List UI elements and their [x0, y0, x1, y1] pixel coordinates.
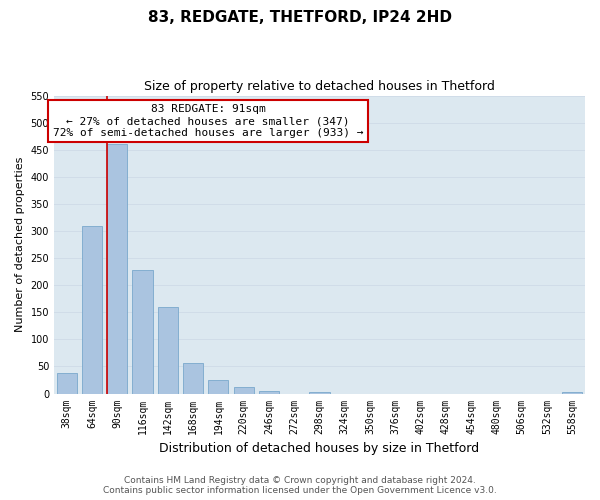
Text: 83, REDGATE, THETFORD, IP24 2HD: 83, REDGATE, THETFORD, IP24 2HD [148, 10, 452, 25]
Bar [56, 373, 77, 394]
Bar [208, 380, 229, 394]
Bar [562, 392, 583, 394]
Title: Size of property relative to detached houses in Thetford: Size of property relative to detached ho… [144, 80, 495, 93]
Bar [158, 307, 178, 394]
Bar [233, 387, 254, 394]
Bar [82, 226, 102, 394]
X-axis label: Distribution of detached houses by size in Thetford: Distribution of detached houses by size … [160, 442, 479, 455]
Bar [183, 362, 203, 394]
Bar [133, 270, 152, 394]
Bar [107, 144, 127, 394]
Bar [259, 391, 279, 394]
Y-axis label: Number of detached properties: Number of detached properties [15, 157, 25, 332]
Text: 83 REDGATE: 91sqm
← 27% of detached houses are smaller (347)
72% of semi-detache: 83 REDGATE: 91sqm ← 27% of detached hous… [53, 104, 363, 138]
Bar [310, 392, 329, 394]
Text: Contains HM Land Registry data © Crown copyright and database right 2024.
Contai: Contains HM Land Registry data © Crown c… [103, 476, 497, 495]
